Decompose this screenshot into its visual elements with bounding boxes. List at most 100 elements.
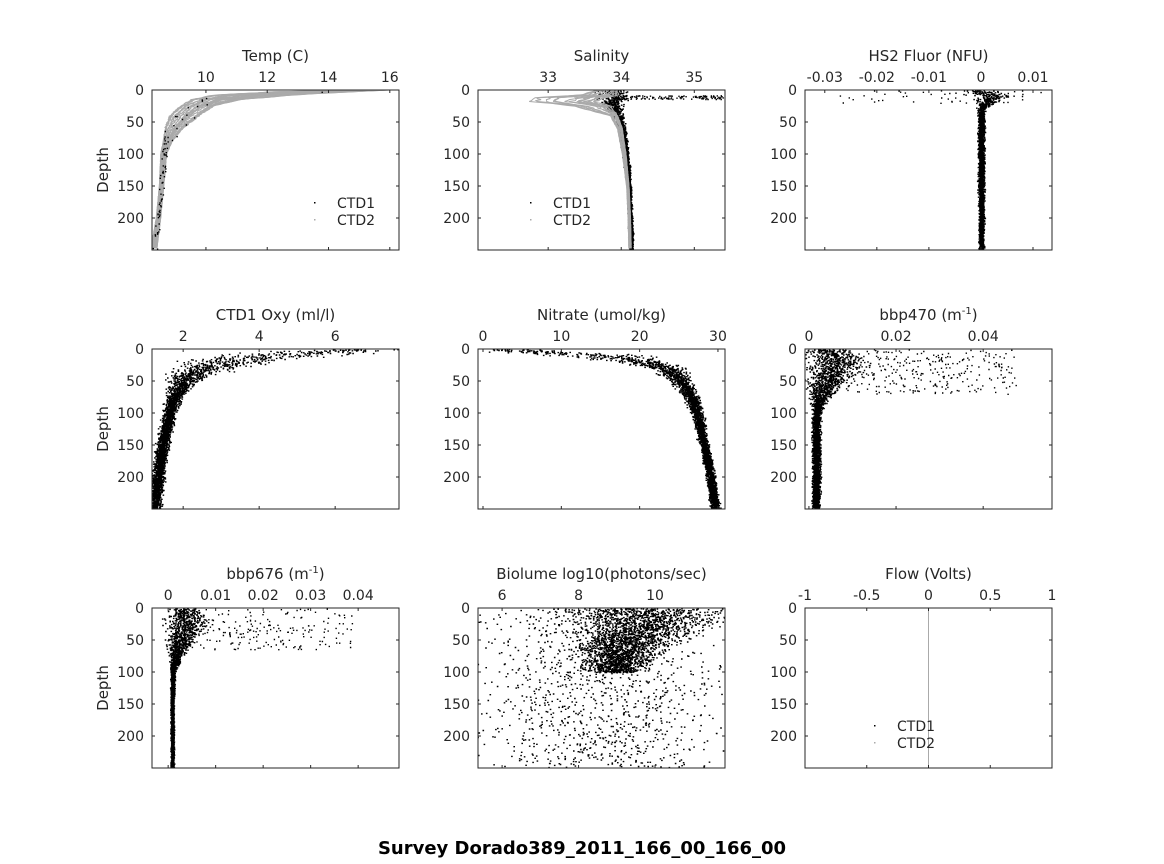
- x-tick-label: 1: [1048, 588, 1057, 604]
- x-tick-label: 0.01: [200, 588, 231, 604]
- legend-label: CTD1: [553, 196, 591, 212]
- x-tick-label: -0.03: [807, 70, 843, 86]
- y-tick-label: 150: [117, 438, 144, 454]
- series-points-ctd1-oxy: [152, 349, 399, 509]
- x-tick-label: 2: [179, 329, 188, 345]
- data-layer: [529, 90, 724, 250]
- y-tick-label: 200: [117, 729, 144, 745]
- data-layer: [478, 608, 725, 768]
- legend-marker: [530, 202, 532, 204]
- subplot-temp: 10 12 14 16 0 50 100 150 200 Temp (C) Depth CTD1CTD…: [94, 47, 400, 251]
- series-points-biolume-sparse: [478, 608, 725, 768]
- x-tick-label: -0.5: [853, 588, 880, 604]
- x-tick-label: 10: [552, 329, 570, 345]
- x-tick-label: -0.01: [911, 70, 947, 86]
- axes-box: [804, 89, 1053, 251]
- legend-label: CTD2: [337, 213, 375, 229]
- x-tick-label: -0.02: [859, 70, 895, 86]
- y-tick-label: 200: [443, 470, 470, 486]
- legend-label: CTD1: [897, 719, 935, 735]
- y-tick-label: 50: [126, 374, 144, 390]
- x-tick-label: 8: [574, 588, 583, 604]
- y-tick-label: 0: [461, 83, 470, 99]
- axes-box: [804, 348, 1053, 510]
- series-line-ctd2: [578, 90, 632, 249]
- subplot-title: Nitrate (umol/kg): [537, 306, 666, 324]
- axes-box: [151, 348, 400, 510]
- y-tick-label: 50: [126, 115, 144, 131]
- y-tick-label: 100: [117, 406, 144, 422]
- series-points-ctd1-surface-spikes: [607, 95, 724, 101]
- x-tick-label: -1: [798, 588, 812, 604]
- x-tick-label: 0.04: [343, 588, 374, 604]
- subplot-title: Biolume log10(photons/sec): [496, 565, 707, 583]
- x-tick-label: 33: [539, 70, 557, 86]
- y-tick-label: 100: [770, 665, 797, 681]
- series-points-bbp676-spikes: [173, 608, 354, 651]
- x-tick-label: 20: [631, 329, 649, 345]
- y-tick-label: 100: [443, 406, 470, 422]
- series-points-nitrate: [488, 349, 722, 509]
- subplot-hs2: -0.03 -0.02 -0.01 0 0.01 0 50 100 150 200 HS2 Fluo…: [770, 47, 1053, 251]
- y-tick-label: 200: [770, 729, 797, 745]
- y-tick-label: 100: [117, 147, 144, 163]
- y-tick-label: 200: [770, 211, 797, 227]
- subplot-title: HS2 Fluor (NFU): [868, 47, 988, 65]
- subplot-title: bbp470 (m-1): [879, 306, 977, 324]
- x-tick-label: 0: [924, 588, 933, 604]
- y-tick-label: 0: [788, 342, 797, 358]
- y-tick-label: 0: [788, 83, 797, 99]
- series-points-ctd1: [594, 90, 637, 250]
- series-points-hs2: [955, 90, 1015, 250]
- x-tick-label: 10: [197, 70, 215, 86]
- y-tick-label: 50: [779, 115, 797, 131]
- x-tick-label: 14: [320, 70, 338, 86]
- legend-label: CTD1: [337, 196, 375, 212]
- y-tick-label: 0: [461, 342, 470, 358]
- y-tick-label: 0: [788, 601, 797, 617]
- legend-marker: [874, 742, 876, 744]
- y-tick-label: 150: [117, 179, 144, 195]
- data-layer: [805, 349, 1017, 509]
- series-points-biolume-dense: [548, 608, 725, 674]
- x-tick-label: 6: [331, 329, 340, 345]
- subplot-title: Salinity: [574, 47, 630, 65]
- y-tick-label: 150: [770, 179, 797, 195]
- y-tick-label: 150: [443, 179, 470, 195]
- axes-box: [151, 607, 400, 769]
- series-line-ctd2: [153, 90, 373, 249]
- series-line-ctd2: [156, 90, 389, 249]
- y-tick-label: 200: [117, 470, 144, 486]
- x-tick-label: 0: [804, 329, 813, 345]
- y-axis-label: Depth: [94, 665, 112, 711]
- y-tick-label: 100: [770, 147, 797, 163]
- x-tick-label: 6: [498, 588, 507, 604]
- y-tick-label: 50: [779, 633, 797, 649]
- x-tick-label: 0.02: [880, 329, 911, 345]
- y-tick-label: 100: [443, 147, 470, 163]
- y-tick-label: 0: [135, 601, 144, 617]
- series-line-ctd2: [152, 90, 355, 246]
- subplot-title: Temp (C): [241, 47, 309, 65]
- axes-box: [477, 348, 726, 510]
- y-tick-label: 50: [126, 633, 144, 649]
- x-tick-label: 0.01: [1017, 70, 1048, 86]
- legend-marker: [874, 725, 876, 727]
- title-end: ): [319, 565, 325, 583]
- y-tick-label: 0: [135, 342, 144, 358]
- x-tick-label: 35: [685, 70, 703, 86]
- y-tick-label: 200: [443, 211, 470, 227]
- axes-box: [151, 89, 400, 251]
- subplot-nitrate: 0 10 20 30 0 50 100 150 200 Nitrate (umol/kg): [443, 306, 727, 510]
- y-tick-label: 150: [443, 697, 470, 713]
- y-tick-label: 0: [135, 83, 144, 99]
- series-line-ctd2: [152, 90, 360, 249]
- axes-box: [477, 607, 726, 769]
- legend-label: CTD2: [897, 736, 935, 752]
- legend-marker: [314, 202, 316, 204]
- series-points-bbp676: [161, 608, 214, 768]
- subplot-flow: -1 -0.5 0 0.5 1 0 50 100 150 200 Flow (Volts) CTD1C…: [770, 565, 1057, 769]
